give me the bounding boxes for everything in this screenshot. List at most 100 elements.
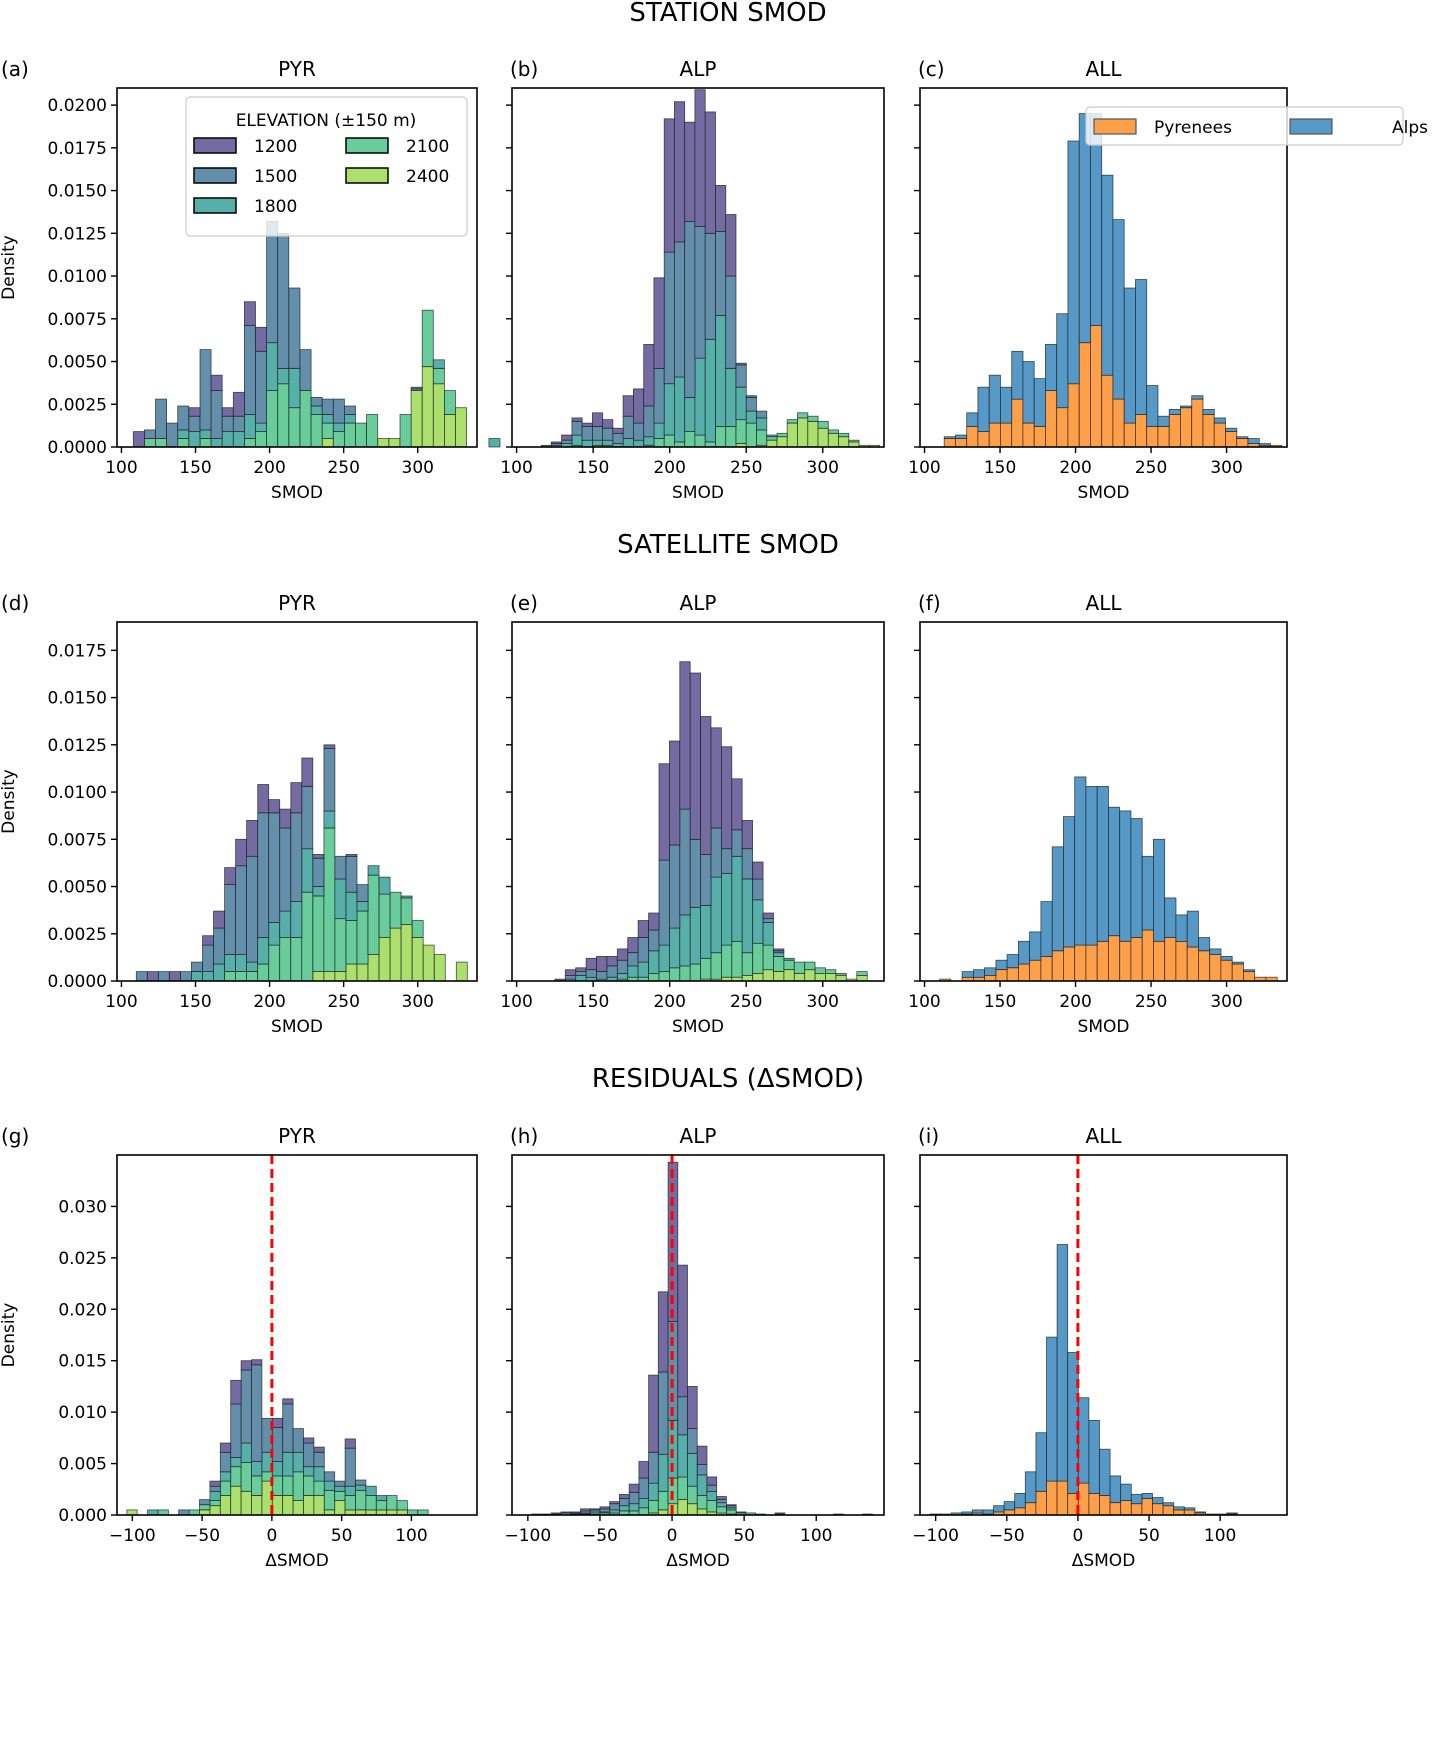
bar-1500-6 xyxy=(616,959,629,974)
x-tick-label: 50 xyxy=(733,1526,755,1546)
bar-2100-22 xyxy=(355,1489,367,1511)
bar-1800-21 xyxy=(773,952,785,957)
bar-2100-18 xyxy=(741,952,754,976)
legend-label-2100: 2100 xyxy=(406,137,449,157)
x-axis-label: SMOD xyxy=(271,483,323,503)
bar-1500-1 xyxy=(143,429,156,439)
bars-a xyxy=(132,220,501,448)
bar-1500-10 xyxy=(243,325,256,415)
bar-1500-14 xyxy=(700,854,712,906)
bar-1200-11 xyxy=(628,1483,640,1493)
bar-1800-14 xyxy=(684,396,696,432)
bar-alps-18 xyxy=(1146,385,1159,427)
bar-1800-8 xyxy=(221,431,234,448)
bar-2100-23 xyxy=(793,961,806,974)
bar-1800-24 xyxy=(375,1495,388,1501)
bar-1500-10 xyxy=(658,859,670,946)
bar-2400-29 xyxy=(455,961,468,982)
bar-1200-14 xyxy=(271,1417,284,1429)
bar-1500-12 xyxy=(679,808,691,916)
bar-1800-17 xyxy=(321,414,334,424)
bar-1500-13 xyxy=(674,241,686,378)
bar-pyrenees-4 xyxy=(984,974,997,982)
bar-1800-20 xyxy=(356,901,369,912)
bar-1200-21 xyxy=(773,948,785,952)
bar-alps-8 xyxy=(1029,931,1042,961)
bar-1200-19 xyxy=(735,362,747,366)
bar-2100-25 xyxy=(814,967,826,974)
legend-swatch-2400 xyxy=(345,167,389,184)
legend-box xyxy=(185,96,468,237)
bar-2400-20 xyxy=(356,963,369,982)
bar-2100-14 xyxy=(271,1475,284,1496)
bar-1200-8 xyxy=(622,395,634,417)
bar-1800-12 xyxy=(268,922,281,946)
bar-2400-25 xyxy=(411,937,424,982)
panel-label: (h) xyxy=(510,1124,538,1148)
x-tick-label: 100 xyxy=(105,458,137,478)
bar-2100-21 xyxy=(726,1509,737,1515)
bar-pyrenees-11 xyxy=(1067,383,1080,448)
bar-1800-4 xyxy=(581,439,593,448)
bar-1800-21 xyxy=(367,865,380,876)
bar-1200-17 xyxy=(687,1386,698,1430)
bar-1800-18 xyxy=(334,878,347,920)
bar-2100-21 xyxy=(773,956,785,972)
bar-1500-3 xyxy=(550,1512,562,1515)
bar-pyrenees-14 xyxy=(1077,1482,1090,1516)
bar-1800-17 xyxy=(303,1466,315,1477)
bar-1800-18 xyxy=(696,1474,708,1496)
bar-2400-26 xyxy=(421,366,434,448)
x-tick-label: 250 xyxy=(1135,992,1167,1012)
bar-2100-18 xyxy=(696,1495,708,1510)
y-axis-label: Density xyxy=(0,769,19,834)
panel-label: (i) xyxy=(918,1124,939,1148)
bar-alps-12 xyxy=(1074,776,1087,946)
bar-1200-9 xyxy=(235,838,248,867)
bar-pyrenees-26 xyxy=(1236,438,1249,448)
bar-pyrenees-1 xyxy=(955,438,968,448)
bar-alps-21 xyxy=(1175,914,1188,942)
x-tick-label: 300 xyxy=(807,992,839,1012)
bar-1200-18 xyxy=(313,1446,325,1453)
bar-1200-15 xyxy=(694,89,706,227)
bar-1200-0 xyxy=(132,431,145,448)
x-tick-label: 150 xyxy=(984,992,1016,1012)
bar-alps-5 xyxy=(1000,386,1013,424)
bar-2400-29 xyxy=(455,407,468,448)
bar-1500-17 xyxy=(715,231,727,316)
bar-1500-8 xyxy=(224,884,237,955)
bar-2100-20 xyxy=(716,1506,727,1514)
bar-1200-11 xyxy=(240,1360,252,1371)
bar-pyrenees-19 xyxy=(1153,940,1166,982)
panel-label: (f) xyxy=(918,591,941,615)
bar-1200-19 xyxy=(752,861,764,880)
bar-pyrenees-15 xyxy=(1088,1493,1100,1516)
bar-1200-1 xyxy=(146,971,159,982)
bar-1800-6 xyxy=(616,973,629,980)
bar-1500-3 xyxy=(571,420,583,436)
x-tick-label: 50 xyxy=(331,1526,353,1546)
bar-2400-9 xyxy=(219,1495,232,1516)
bar-1800-15 xyxy=(282,1451,294,1477)
bar-1500-8 xyxy=(622,415,634,439)
bar-1800-5 xyxy=(592,439,604,446)
bar-1800-12 xyxy=(251,1461,263,1477)
axes-frame xyxy=(919,621,1288,982)
bar-1200-19 xyxy=(706,1476,718,1486)
bar-2100-18 xyxy=(334,918,347,972)
bar-1800-6 xyxy=(202,971,214,982)
bar-2100-16 xyxy=(312,895,325,972)
bar-1500-7 xyxy=(612,432,624,444)
bar-1200-11 xyxy=(669,740,681,846)
bar-2100-19 xyxy=(343,422,356,448)
bar-alps-2 xyxy=(961,971,974,978)
bar-1200-9 xyxy=(633,388,645,424)
bar-1800-9 xyxy=(609,1509,620,1514)
x-tick-label: 150 xyxy=(179,458,211,478)
x-tick-label: 300 xyxy=(1210,992,1242,1012)
bar-alps-3 xyxy=(973,969,986,978)
bar-1800-21 xyxy=(344,1485,356,1496)
bar-1200-18 xyxy=(741,820,754,850)
bar-1800-8 xyxy=(622,438,634,448)
